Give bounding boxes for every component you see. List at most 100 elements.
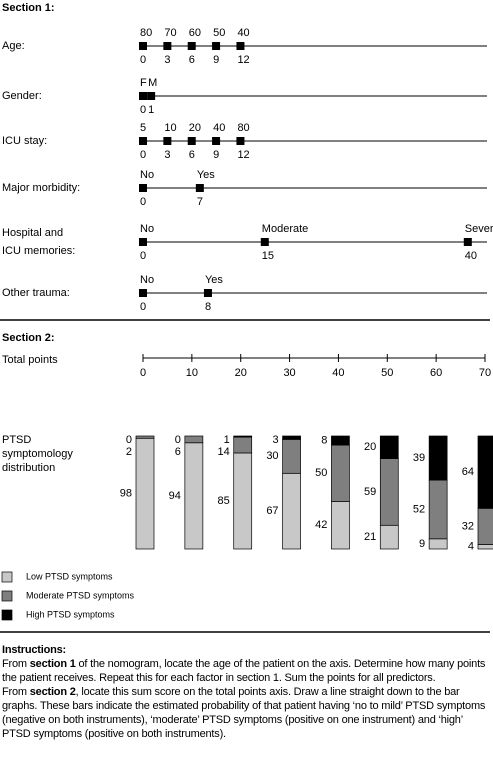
point-marker xyxy=(236,137,245,145)
bar-segment xyxy=(184,435,204,444)
bar-segment xyxy=(184,442,204,550)
row-label: Other trauma: xyxy=(2,287,70,299)
level-label: 80 xyxy=(237,122,249,134)
section-title: Section 1: xyxy=(2,2,55,14)
bar-label: 14 xyxy=(217,446,229,458)
bar-segment xyxy=(282,435,301,440)
bar-label: 42 xyxy=(315,519,327,531)
bar-segment xyxy=(331,501,350,550)
bar-label: 2 xyxy=(126,446,132,458)
point-marker xyxy=(187,42,196,50)
point-marker xyxy=(236,42,245,50)
bar-label: 32 xyxy=(462,520,474,532)
point-marker xyxy=(212,137,221,145)
points-label: 9 xyxy=(213,149,219,161)
bar-label: 67 xyxy=(266,505,278,517)
bar-segment xyxy=(379,435,399,459)
point-marker xyxy=(163,137,172,145)
bar-label: 39 xyxy=(413,452,425,464)
tick-label: 10 xyxy=(186,367,198,379)
level-label: M xyxy=(148,77,157,89)
bar-segment xyxy=(477,435,493,509)
bar-label: 0 xyxy=(175,434,181,446)
bar-segment xyxy=(331,435,350,446)
row-label: Age: xyxy=(2,40,25,52)
points-label: 12 xyxy=(237,54,249,66)
instruction-text: , locate this sum score on the total poi… xyxy=(2,686,486,740)
points-label: 0 xyxy=(140,104,146,116)
bar-segment xyxy=(379,458,399,526)
tick-label: 50 xyxy=(381,367,393,379)
points-label: 0 xyxy=(140,196,146,208)
bar-label: 52 xyxy=(413,503,425,515)
bar-segment xyxy=(135,437,155,550)
level-label: Severe xyxy=(465,223,493,235)
bar-segment xyxy=(379,524,399,550)
bar-label: 21 xyxy=(364,531,376,543)
bar-label: 85 xyxy=(217,495,229,507)
level-label: No xyxy=(140,274,154,286)
instruction-paragraph: From section 1 of the nomogram, locate t… xyxy=(2,657,491,685)
bar-label: 64 xyxy=(462,466,474,478)
instructions-title: Instructions: xyxy=(2,644,67,656)
point-marker xyxy=(195,184,204,192)
bar-label: 3 xyxy=(272,434,278,446)
point-marker xyxy=(260,238,269,246)
tick-label: 70 xyxy=(479,367,491,379)
level-label: 80 xyxy=(140,27,152,39)
points-label: 7 xyxy=(197,196,203,208)
bar-segment xyxy=(428,538,448,550)
tick-label: 20 xyxy=(235,367,247,379)
legend-label: Moderate PTSD symptoms xyxy=(26,590,135,600)
instruction-text: From xyxy=(2,658,30,670)
distribution-label: symptomology xyxy=(2,448,73,460)
points-label: 1 xyxy=(148,104,154,116)
instructions: Instructions: From section 1 of the nomo… xyxy=(2,643,491,741)
point-marker xyxy=(139,42,147,50)
level-label: Moderate xyxy=(262,223,308,235)
bar-label: 0 xyxy=(126,434,132,446)
level-label: 40 xyxy=(213,122,225,134)
bar-segment xyxy=(428,435,448,481)
bar-label: 30 xyxy=(266,450,278,462)
points-label: 0 xyxy=(140,301,146,313)
points-label: 40 xyxy=(465,250,477,262)
bar-segment xyxy=(282,472,301,550)
point-marker xyxy=(139,137,147,145)
bar-segment xyxy=(233,436,253,454)
bar-label: 50 xyxy=(315,467,327,479)
legend-label: Low PTSD symptoms xyxy=(26,571,113,581)
points-label: 12 xyxy=(237,149,249,161)
bar-segment xyxy=(477,507,493,545)
points-label: 8 xyxy=(205,301,211,313)
bar-label: 1 xyxy=(224,434,230,446)
bar-label: 4 xyxy=(468,541,474,553)
tick-label: 0 xyxy=(140,367,146,379)
level-label: 70 xyxy=(164,27,176,39)
points-label: 15 xyxy=(262,250,274,262)
bar-label: 6 xyxy=(175,446,181,458)
bar-segment xyxy=(233,452,253,550)
level-label: 40 xyxy=(237,27,249,39)
point-marker xyxy=(163,42,172,50)
legend-swatch xyxy=(1,609,13,621)
bar-segment xyxy=(477,544,493,550)
bar-label: 20 xyxy=(364,441,376,453)
tick-label: 40 xyxy=(332,367,344,379)
bar-label: 59 xyxy=(364,486,376,498)
level-label: 20 xyxy=(189,122,201,134)
point-marker xyxy=(463,238,472,246)
bar-label: 8 xyxy=(321,434,327,446)
level-label: No xyxy=(140,223,154,235)
section-title: Section 2: xyxy=(2,332,55,344)
instruction-text: of the nomogram, locate the age of the p… xyxy=(2,658,486,684)
points-label: 6 xyxy=(189,54,195,66)
points-label: 0 xyxy=(140,250,146,262)
level-label: F xyxy=(140,77,147,89)
row-label: Hospital and xyxy=(2,227,63,239)
distribution-label: distribution xyxy=(2,462,55,474)
point-marker xyxy=(203,289,212,297)
axis-label: Total points xyxy=(2,354,58,366)
level-label: No xyxy=(140,169,154,181)
